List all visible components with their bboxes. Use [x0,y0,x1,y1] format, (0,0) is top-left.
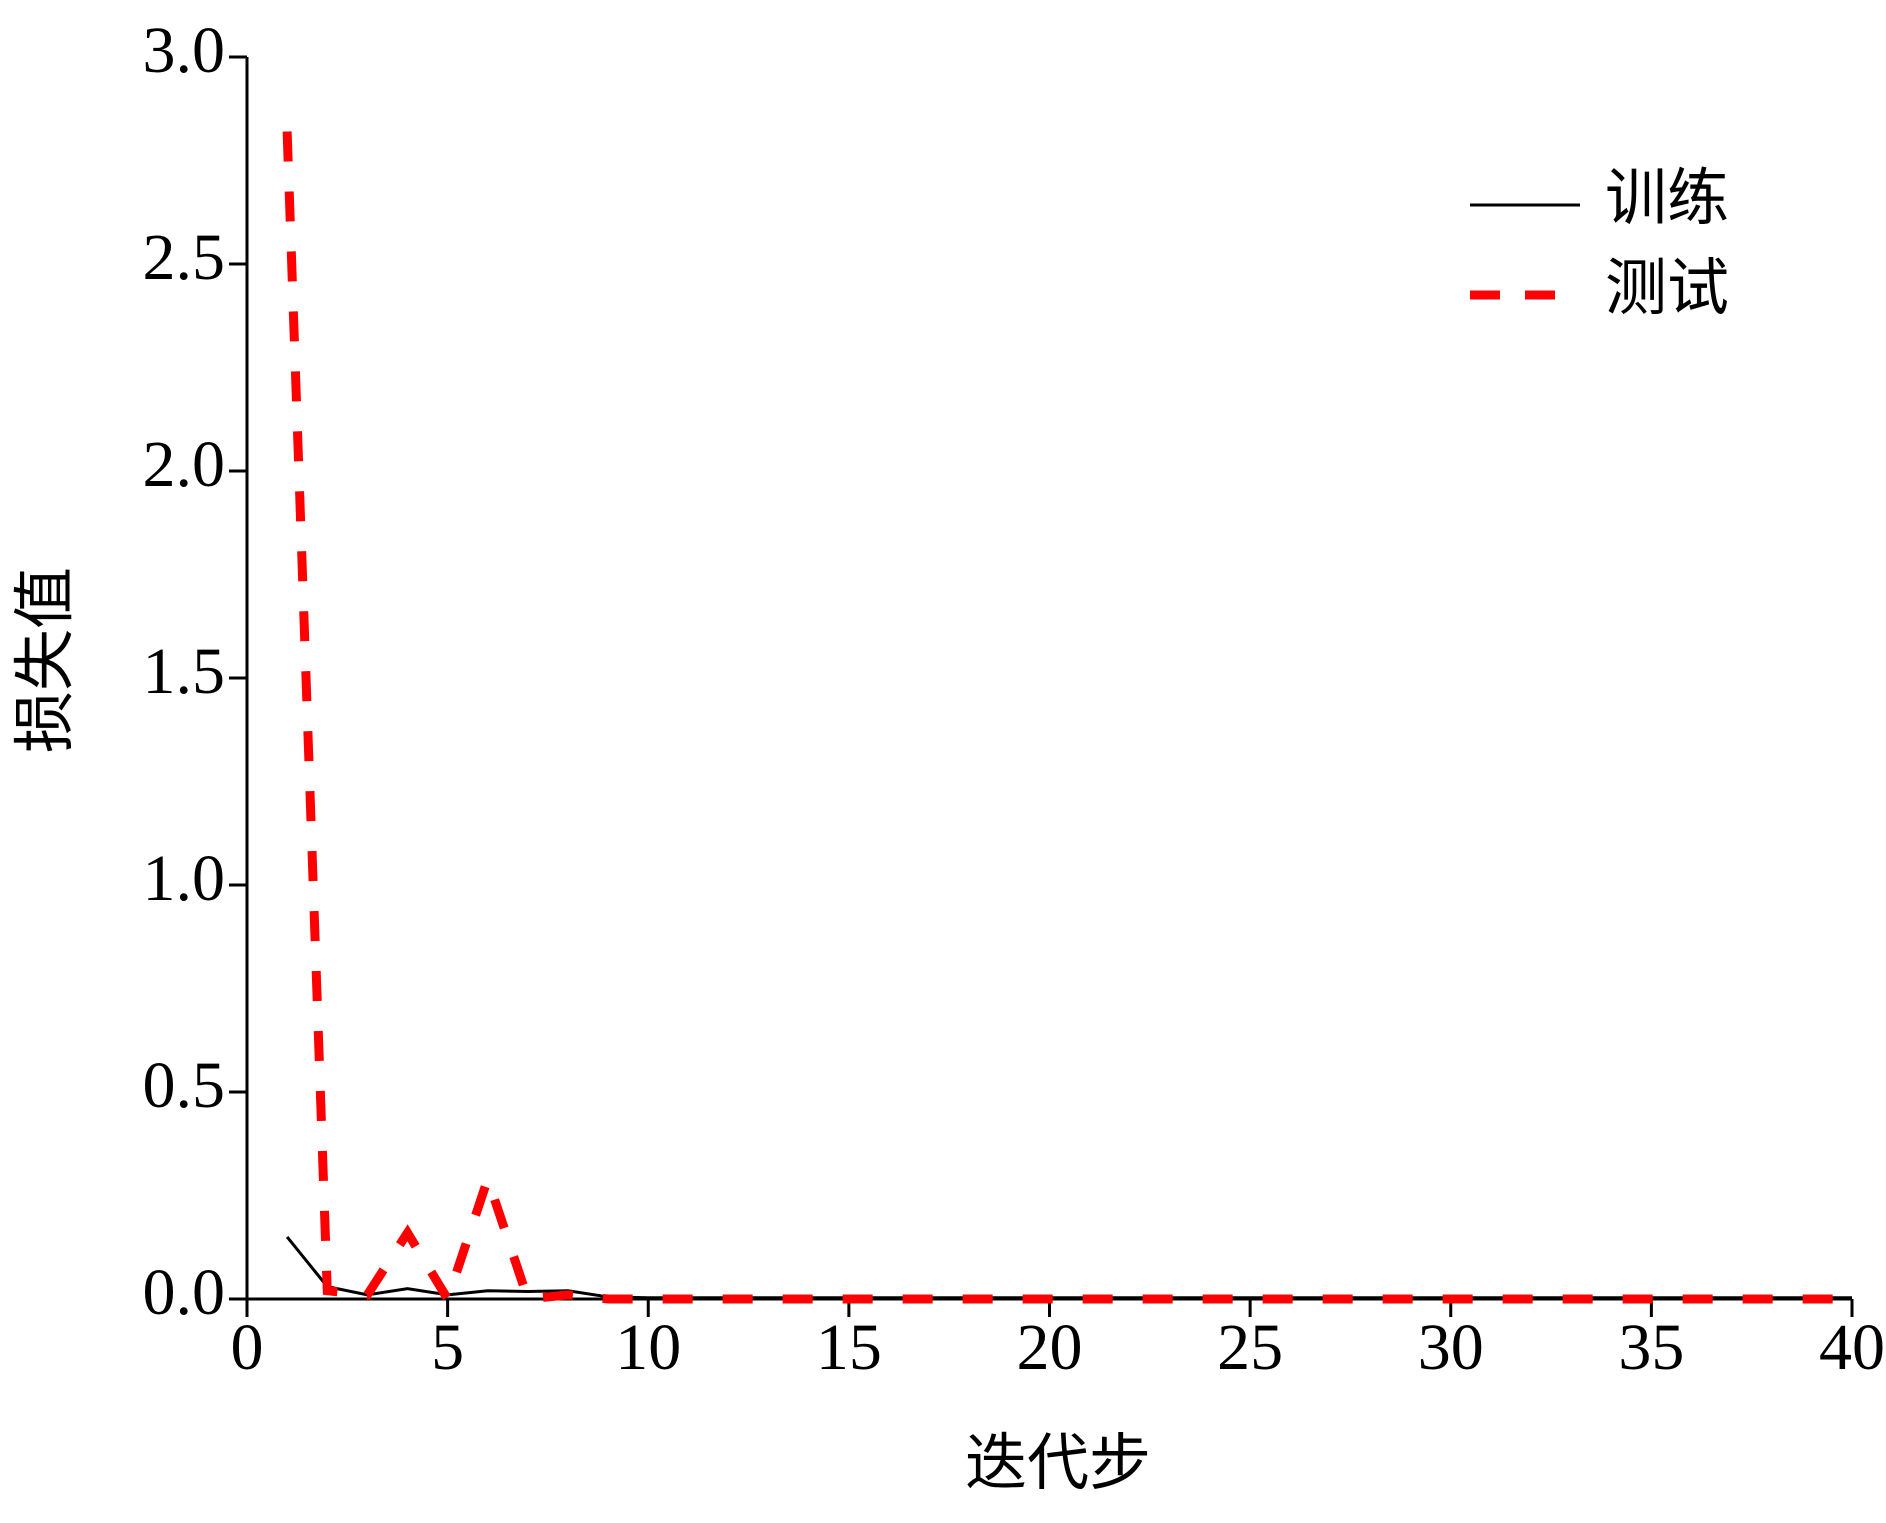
legend-label: 测试 [1605,255,1729,323]
x-tick-label: 35 [1618,1311,1684,1384]
x-tick-label: 15 [816,1311,882,1384]
y-axis-label: 损失值 [12,567,80,753]
y-tick-label: 1.0 [143,842,226,915]
x-tick-label: 5 [431,1311,464,1384]
line-series [282,131,1852,1310]
y-tick-label: 2.5 [143,221,226,294]
y-tick-label: 2.0 [143,428,226,501]
x-tick-label: 10 [615,1311,681,1384]
y-tick-label: 3.0 [143,14,226,87]
x-tick-label: 20 [1017,1311,1083,1384]
x-tick-label: 0 [231,1311,264,1384]
y-tick-label: 0.0 [143,1256,226,1329]
y-tick-label: 0.5 [143,1049,226,1122]
x-tick-label: 40 [1819,1311,1885,1384]
x-tick-label: 25 [1217,1311,1283,1384]
x-axis-label: 迭代步 [965,1430,1151,1498]
legend-label: 训练 [1605,165,1729,233]
y-tick-label: 1.5 [143,635,226,708]
x-tick-label: 30 [1418,1311,1484,1384]
